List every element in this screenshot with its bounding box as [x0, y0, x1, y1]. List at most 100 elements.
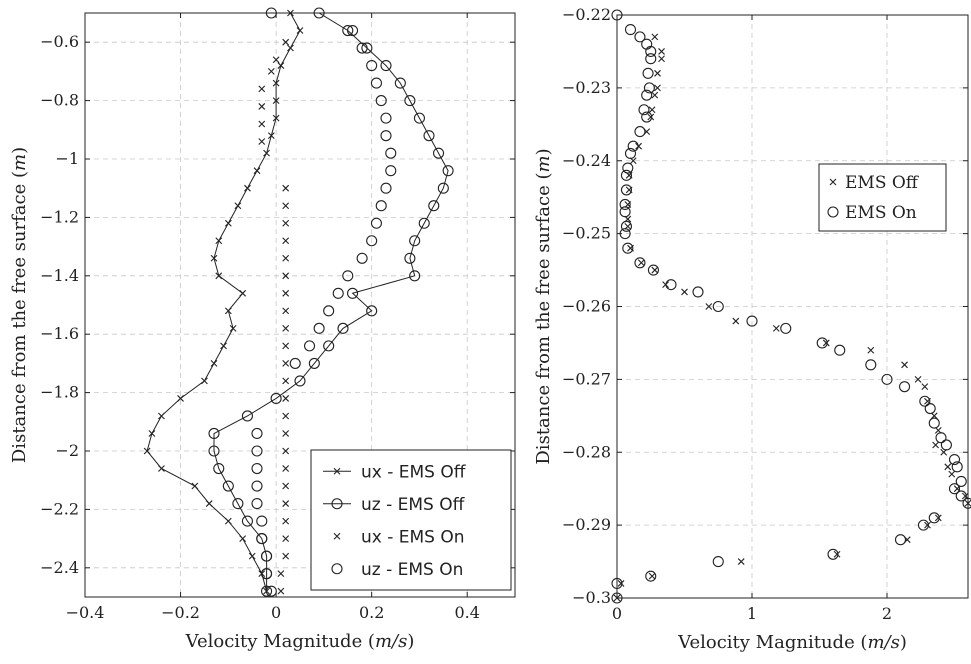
data-point — [620, 220, 633, 232]
data-point — [732, 317, 740, 325]
data-point — [258, 138, 266, 145]
data-point — [282, 395, 290, 402]
data-point — [256, 533, 268, 545]
series-ux-ems-on — [258, 38, 290, 595]
data-point — [282, 38, 290, 46]
data-point — [692, 286, 704, 298]
data-point — [948, 453, 961, 466]
y-tick-label: −0.29 — [562, 515, 611, 534]
x-tick-label: −0.2 — [161, 603, 200, 622]
data-point — [894, 534, 907, 546]
x-tick-label: 1 — [747, 604, 757, 623]
legend-box — [818, 163, 947, 232]
legend-marker — [331, 563, 343, 575]
series-ems-off — [613, 33, 971, 602]
data-point — [413, 112, 425, 124]
data-point — [215, 272, 223, 280]
data-point — [619, 206, 631, 218]
data-point — [256, 515, 268, 527]
right-legend: EMS Off EMS On — [818, 163, 947, 232]
data-point — [645, 570, 657, 582]
y-tick-label: −1 — [55, 149, 79, 168]
legend-label: EMS Off — [845, 173, 920, 193]
data-point — [944, 463, 952, 471]
legend-marker — [333, 532, 341, 540]
data-point — [272, 79, 280, 87]
chart-right: 0 1 2 −0.3 −0.29 −0.28 −0.27 −0.26 −0.25 −0.24 −0.… — [533, 5, 971, 653]
legend-item: uz - EMS Off — [323, 495, 466, 515]
data-point — [624, 147, 637, 160]
series-uz-ems-on — [251, 24, 397, 597]
data-point — [932, 441, 939, 449]
data-point — [272, 56, 280, 64]
y-tick-label: −1.6 — [40, 324, 79, 343]
data-point — [251, 445, 263, 457]
data-point — [177, 395, 184, 402]
data-point — [342, 24, 354, 37]
data-point — [239, 289, 247, 297]
data-point — [948, 483, 961, 495]
data-point — [375, 200, 387, 212]
data-point — [647, 264, 660, 276]
data-point — [215, 237, 223, 245]
data-point — [921, 383, 929, 391]
data-point — [323, 340, 335, 352]
data-point — [634, 257, 646, 269]
y-tick-label: −0.28 — [562, 442, 611, 461]
data-point — [356, 42, 368, 54]
y-tick-label: −0.27 — [562, 369, 611, 388]
data-point — [201, 377, 208, 385]
data-point — [282, 219, 290, 227]
data-point — [282, 482, 290, 490]
data-point — [948, 470, 956, 478]
legend-item: EMS On — [827, 203, 917, 223]
data-point — [641, 111, 653, 123]
data-point — [658, 48, 665, 55]
data-point — [304, 340, 316, 352]
data-point — [611, 592, 623, 604]
data-point — [224, 307, 232, 315]
data-point — [277, 570, 285, 578]
data-point — [375, 95, 387, 107]
data-point — [651, 91, 659, 99]
y-tick-label: −2.2 — [40, 499, 79, 518]
legend-label: ux - EMS On — [361, 527, 465, 547]
data-point — [282, 517, 290, 525]
data-point — [380, 130, 392, 142]
data-point — [964, 499, 971, 507]
data-point — [263, 149, 270, 157]
data-point — [251, 427, 263, 440]
data-point — [634, 31, 646, 43]
data-point — [148, 430, 156, 437]
data-point — [337, 322, 349, 334]
legend-marker — [331, 498, 343, 510]
data-point — [827, 548, 839, 560]
data-point — [928, 417, 940, 429]
data-point — [394, 77, 406, 89]
data-point — [380, 60, 392, 72]
data-point — [282, 535, 290, 542]
data-point — [267, 68, 275, 75]
data-point — [232, 498, 244, 510]
data-point — [619, 198, 631, 211]
data-point — [638, 104, 650, 116]
data-point — [289, 357, 301, 369]
legend-item: ux - EMS On — [333, 527, 465, 547]
series-ems-on — [611, 9, 971, 604]
left-legend: ux - EMS Off uz - EMS Off ux - EMS On uz - … — [310, 449, 512, 591]
data-point — [404, 252, 416, 264]
left-ticks: −0.4 −0.2 0 0.2 0.4 −2.4 −2.2 −2 −1.8 −1.6 −1.4 −1.… — [40, 13, 515, 622]
data-point — [208, 427, 220, 440]
data-point — [253, 167, 261, 175]
x-tick-label: 0 — [612, 604, 622, 623]
data-point — [613, 594, 621, 602]
y-tick-label: −2 — [55, 441, 79, 460]
data-point — [282, 184, 290, 192]
data-point — [282, 307, 290, 315]
legend-label: ux - EMS Off — [361, 462, 467, 482]
data-point — [924, 402, 936, 415]
data-point — [191, 482, 199, 490]
data-point — [433, 147, 445, 159]
data-point — [645, 53, 657, 65]
right-series — [611, 9, 971, 604]
